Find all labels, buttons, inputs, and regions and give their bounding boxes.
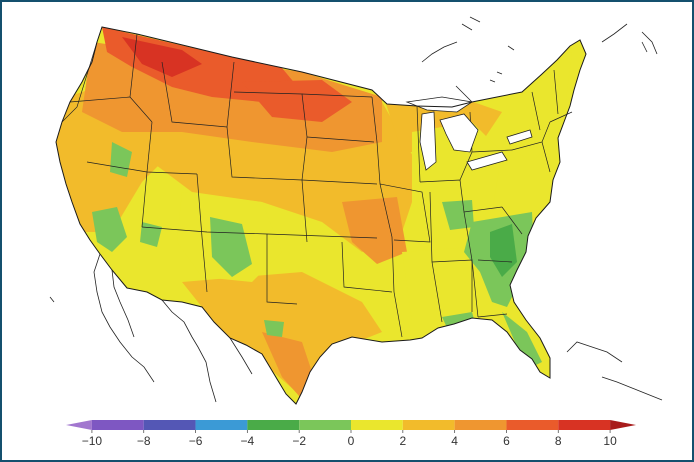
legend-tick-label: −4	[241, 434, 255, 448]
legend-bin	[610, 420, 636, 430]
islands	[49, 16, 658, 303]
legend-tick-label: −10	[82, 434, 103, 448]
legend-bin	[351, 420, 403, 430]
green-florida	[502, 312, 542, 367]
legend-bin	[91, 420, 144, 430]
legend-bin	[299, 420, 351, 430]
legend-bin	[195, 420, 248, 430]
red-core	[122, 37, 202, 77]
surrounding-outlines	[93, 23, 663, 403]
us-temperature-map	[49, 16, 663, 405]
color-scale-legend: −10 −8 −6 −4 −2 0 2 4 6 8 10	[66, 420, 636, 448]
legend-bin	[506, 420, 559, 430]
legend-tick-label: 2	[399, 434, 406, 448]
legend-bin	[402, 420, 455, 430]
green-utah	[210, 217, 252, 277]
legend-tick-label: −6	[189, 434, 203, 448]
legend-tick-label: 8	[555, 434, 562, 448]
red-dakotas	[242, 80, 352, 122]
great-lakes	[405, 96, 533, 171]
yellow-patch-northeast	[502, 52, 572, 162]
legend-tick-labels: −10 −8 −6 −4 −2 0 2 4 6 8 10	[82, 430, 617, 448]
legend-tick-label: 10	[603, 434, 617, 448]
green-darker-east	[490, 224, 517, 277]
legend-bin	[66, 420, 92, 430]
legend-tick-label: −2	[292, 434, 306, 448]
legend-bin	[558, 420, 611, 430]
state-boundaries	[61, 33, 573, 338]
green-texas-coast	[264, 320, 284, 337]
dark-orange-texas	[262, 332, 312, 397]
legend-tick-label: 0	[348, 434, 355, 448]
green-california	[92, 207, 127, 252]
temperature-field	[56, 27, 586, 404]
legend-bin	[454, 420, 507, 430]
legend-bin	[143, 420, 196, 430]
legend-tick-label: 6	[503, 434, 510, 448]
legend-tick-label: 4	[451, 434, 458, 448]
legend-color-bins	[66, 420, 636, 430]
legend-tick-label: −8	[137, 434, 151, 448]
yellow-patch-deep-south	[402, 247, 492, 322]
legend-bin	[247, 420, 300, 430]
dark-orange-arkansas	[342, 197, 407, 264]
